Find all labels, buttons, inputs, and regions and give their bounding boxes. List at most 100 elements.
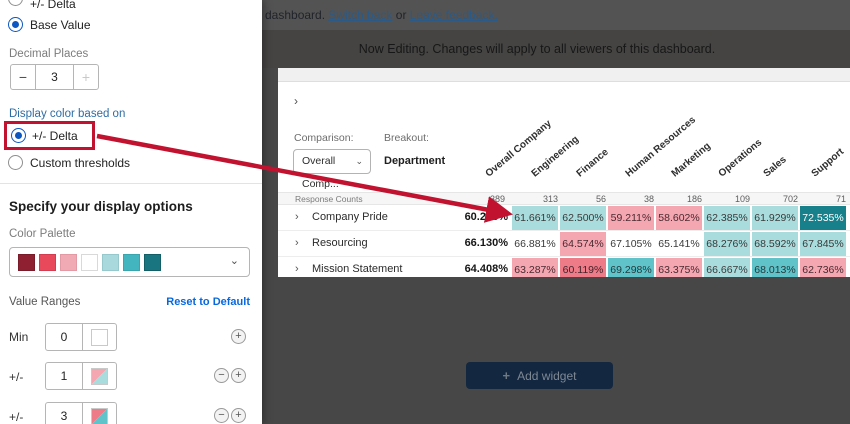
- plus-icon: +: [502, 368, 511, 383]
- range3-swatch-button[interactable]: [83, 403, 117, 424]
- palette-swatch-light-teal: [102, 254, 119, 271]
- palette-swatch-pink: [60, 254, 77, 271]
- range1-value[interactable]: 1: [46, 363, 83, 389]
- row-base-value: 60.283%: [464, 211, 508, 223]
- heatmap-cell: 61.929%: [752, 206, 798, 230]
- range3-value[interactable]: 3: [46, 403, 83, 424]
- heatmap-cell: 68.013%: [752, 258, 798, 277]
- table-row-resourcing: › Resourcing 66.130% 66.881% 64.574% 67.…: [278, 231, 850, 257]
- widget-settings-panel: +/- Delta Base Value Decimal Places − 3 …: [0, 0, 262, 424]
- row-expand-chevron-icon[interactable]: ›: [295, 263, 299, 275]
- radio-value-delta-label: +/- Delta: [30, 0, 76, 11]
- range-min-value[interactable]: 0: [46, 324, 83, 350]
- radio-base-value-label: Base Value: [30, 18, 91, 32]
- divider: [0, 183, 262, 184]
- banner-text: dashboard.: [265, 8, 326, 22]
- range-min-add-button[interactable]: +: [231, 329, 246, 344]
- annotation-highlight-box: [4, 121, 95, 150]
- radio-custom-thresholds[interactable]: [8, 155, 23, 170]
- comparison-label: Comparison:: [294, 132, 354, 144]
- add-widget-label: Add widget: [517, 369, 577, 383]
- row-base-value: 64.408%: [464, 263, 508, 275]
- now-editing-text: Now Editing. Changes will apply to all v…: [358, 42, 716, 56]
- column-header-support: Support: [809, 146, 847, 180]
- color-palette-dropdown[interactable]: ⌄: [9, 247, 250, 277]
- heatmap-cell: 60.119%: [560, 258, 606, 277]
- notification-banner: dashboard. Switch back or Leave feedback…: [262, 0, 850, 30]
- add-widget-button[interactable]: + Add widget: [466, 362, 613, 389]
- row-label: Company Pride: [312, 211, 388, 223]
- range1-remove-button[interactable]: −: [214, 368, 229, 383]
- display-color-label: Display color based on: [9, 108, 126, 120]
- heatmap-cell: 66.881%: [512, 232, 558, 256]
- heatmap-cell: 67.105%: [608, 232, 654, 256]
- decimal-value[interactable]: 3: [35, 64, 74, 90]
- column-header-finance: Finance: [574, 146, 611, 180]
- response-count: 702: [782, 194, 798, 204]
- range1-add-button[interactable]: +: [231, 368, 246, 383]
- heatmap-cell: 66.667%: [704, 258, 750, 277]
- chevron-down-icon: ⌄: [229, 255, 239, 267]
- radio-custom-thresholds-label: Custom thresholds: [30, 156, 131, 170]
- decimal-plus-button[interactable]: +: [73, 64, 99, 90]
- heatmap-cell: 62.385%: [704, 206, 750, 230]
- comparison-dropdown[interactable]: Overall Comp... ⌄: [293, 149, 371, 190]
- response-counts-label: Response Counts: [295, 194, 363, 204]
- switch-back-link[interactable]: Switch back: [328, 8, 393, 22]
- radio-color-delta-label: +/- Delta: [32, 129, 78, 143]
- radio-color-delta[interactable]: [11, 128, 26, 143]
- range3-input[interactable]: 3: [45, 402, 117, 424]
- banner-or: or: [395, 8, 407, 22]
- column-header-sales: Sales: [761, 154, 789, 180]
- heatmap-cell: 62.500%: [560, 206, 606, 230]
- heatmap-cell: 67.845%: [800, 232, 846, 256]
- heatmap-cell: 61.661%: [512, 206, 558, 230]
- decimal-minus-button[interactable]: −: [10, 64, 36, 90]
- response-counts-row: Response Counts 389 313 56 38 186 109 70…: [278, 192, 850, 205]
- chevron-down-icon: ⌄: [355, 156, 363, 166]
- range1-swatch-button[interactable]: [83, 363, 117, 389]
- row-label: Resourcing: [312, 237, 368, 249]
- heatmap-cell: 72.535% ^: [800, 206, 846, 248]
- range-min-input[interactable]: 0: [45, 323, 117, 351]
- reset-to-default-link[interactable]: Reset to Default: [166, 296, 250, 308]
- leave-feedback-link[interactable]: Leave feedback.: [409, 8, 498, 22]
- palette-swatch-white: [81, 254, 98, 271]
- radio-value-delta[interactable]: [8, 0, 23, 6]
- response-count: 38: [643, 194, 654, 204]
- decimal-places-label: Decimal Places: [9, 48, 89, 60]
- display-options-heading: Specify your display options: [9, 199, 193, 214]
- response-count: 56: [595, 194, 606, 204]
- response-count: 186: [686, 194, 702, 204]
- range3-remove-button[interactable]: −: [214, 408, 229, 423]
- response-count: 389: [489, 194, 505, 204]
- color-palette-label: Color Palette: [9, 228, 76, 240]
- row-expand-chevron-icon[interactable]: ›: [295, 211, 299, 223]
- heatmap-widget-card: › Comparison: Overall Comp... ⌄ Breakout…: [278, 68, 850, 277]
- column-header-operations: Operations: [716, 137, 765, 180]
- heatmap-cell: 68.592%: [752, 232, 798, 256]
- range3-label: +/-: [9, 410, 24, 424]
- column-header-marketing: Marketing: [669, 140, 713, 180]
- row-label: Mission Statement: [312, 263, 403, 275]
- heatmap-cell: 59.211%: [608, 206, 654, 230]
- range-min-label: Min: [9, 330, 29, 344]
- range1-input[interactable]: 1: [45, 362, 117, 390]
- heatmap-cell: 63.375%: [656, 258, 702, 277]
- comparison-value: Overall Comp...: [302, 155, 339, 190]
- palette-swatch-dark-red: [18, 254, 35, 271]
- response-count: 109: [734, 194, 750, 204]
- palette-swatch-dark-teal: [144, 254, 161, 271]
- heatmap-cell: 64.574%: [560, 232, 606, 256]
- range-min-swatch-button[interactable]: [83, 324, 117, 350]
- heatmap-cell: 65.141%: [656, 232, 702, 256]
- heatmap-cell: 63.287%: [512, 258, 558, 277]
- breakout-value: Department: [384, 155, 446, 167]
- row-expand-chevron-icon[interactable]: ›: [295, 237, 299, 249]
- expand-chevron-icon[interactable]: ›: [294, 94, 298, 108]
- radio-base-value[interactable]: [8, 17, 23, 32]
- range3-add-button[interactable]: +: [231, 408, 246, 423]
- row-base-value: 66.130%: [464, 237, 508, 249]
- value-ranges-label: Value Ranges: [9, 296, 81, 308]
- table-row-mission-statement: › Mission Statement 64.408% 63.287% 60.1…: [278, 257, 850, 277]
